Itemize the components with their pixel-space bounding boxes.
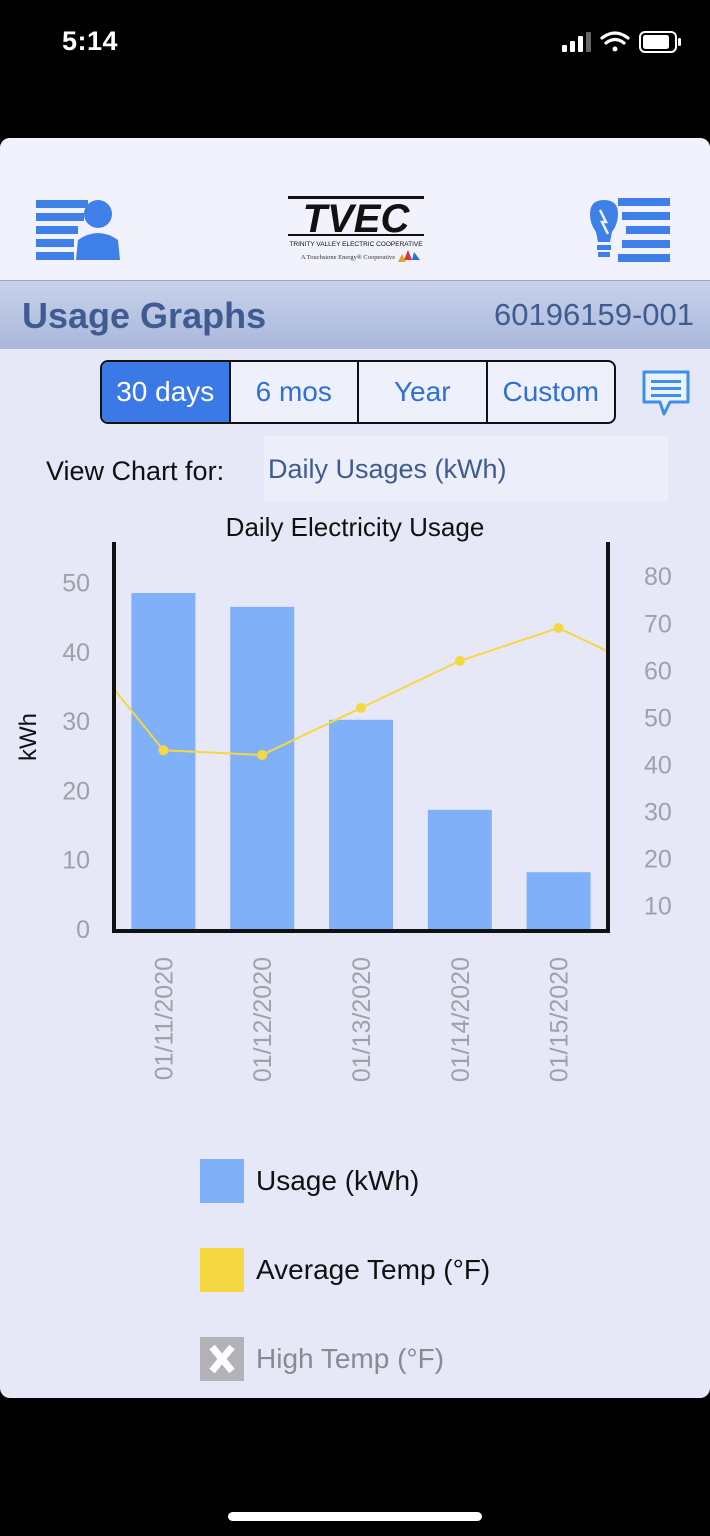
y2-tick-label: 50 bbox=[644, 704, 672, 732]
legend-swatch-average-temp bbox=[200, 1248, 244, 1292]
logo-tagline: A Touchstone Energy® Cooperative bbox=[301, 254, 395, 261]
account-list-icon bbox=[36, 200, 120, 260]
y-tick-label: 20 bbox=[62, 777, 90, 805]
account-number: 60196159-001 bbox=[494, 297, 694, 332]
y2-tick-label: 60 bbox=[644, 657, 672, 685]
tvec-logo: TVEC TRINITY VALLEY ELECTRIC COOPERATIVE… bbox=[282, 190, 430, 270]
service-menu-button[interactable] bbox=[588, 196, 672, 262]
page-title: Usage Graphs bbox=[22, 295, 267, 336]
disabled-x-icon bbox=[200, 1337, 244, 1381]
chart-axes bbox=[112, 542, 610, 933]
y2-tick-label: 70 bbox=[644, 610, 672, 638]
x-tick-label: 01/15/2020 bbox=[546, 957, 574, 1082]
legend-label-high-temp: High Temp (°F) bbox=[256, 1343, 445, 1374]
y-tick-label: 0 bbox=[76, 916, 90, 944]
wifi-icon bbox=[600, 31, 630, 52]
x-tick-label: 01/13/2020 bbox=[348, 957, 376, 1082]
usage-bar bbox=[329, 719, 393, 929]
chart-title: Daily Electricity Usage bbox=[226, 512, 485, 542]
legend-usage[interactable]: Usage (kWh) bbox=[200, 1158, 419, 1204]
tab-6-mos[interactable]: 6 mos bbox=[228, 362, 358, 422]
x-tick-label: 01/14/2020 bbox=[447, 957, 475, 1082]
app-screen: TVEC TRINITY VALLEY ELECTRIC COOPERATIVE… bbox=[0, 138, 710, 1398]
home-indicator bbox=[228, 1512, 482, 1521]
y-tick-label: 40 bbox=[62, 639, 90, 667]
average-temp-point bbox=[454, 655, 465, 666]
y-axis-label: kWh bbox=[15, 713, 42, 761]
battery-icon bbox=[639, 31, 681, 53]
cellular-signal-icon bbox=[562, 32, 591, 52]
usage-bar bbox=[230, 606, 295, 929]
y-tick-label: 30 bbox=[62, 708, 90, 736]
legend-average-temp[interactable]: Average Temp (°F) bbox=[200, 1247, 490, 1293]
tab-custom[interactable]: Custom bbox=[485, 362, 615, 422]
usage-bar bbox=[427, 809, 492, 929]
legend-swatch-high-temp bbox=[200, 1337, 244, 1381]
legend-label-average-temp: Average Temp (°F) bbox=[256, 1254, 491, 1285]
chat-bubble-icon bbox=[642, 370, 690, 416]
y2-tick-label: 20 bbox=[644, 845, 672, 873]
usage-bar bbox=[131, 593, 196, 929]
average-temp-point bbox=[356, 702, 366, 713]
legend-high-temp[interactable]: High Temp (°F) bbox=[200, 1336, 444, 1382]
view-chart-label: View Chart for: bbox=[46, 456, 225, 486]
y2-tick-label: 40 bbox=[644, 751, 672, 779]
logo-subtitle: TRINITY VALLEY ELECTRIC COOPERATIVE bbox=[289, 241, 423, 248]
chat-button[interactable] bbox=[640, 368, 692, 420]
usage-bar bbox=[526, 872, 591, 929]
x-tick-label: 01/11/2020 bbox=[150, 957, 178, 1080]
status-time: 5:14 bbox=[62, 26, 119, 56]
y-tick-label: 50 bbox=[62, 570, 90, 598]
legend-swatch-usage bbox=[200, 1159, 244, 1203]
tab-year[interactable]: Year bbox=[357, 362, 486, 422]
average-temp-point bbox=[553, 622, 564, 633]
bulb-list-icon bbox=[590, 198, 670, 262]
status-bar: 5:14 bbox=[0, 0, 710, 90]
chart-type-select[interactable]: Daily Usages (kWh) bbox=[264, 436, 668, 502]
average-temp-point bbox=[158, 745, 169, 756]
y2-tick-label: 10 bbox=[644, 892, 672, 920]
legend-label-usage: Usage (kWh) bbox=[256, 1165, 420, 1196]
chart-type-value: Daily Usages (kWh) bbox=[268, 453, 507, 484]
title-bar: Usage Graphs 60196159-001 bbox=[0, 280, 710, 349]
logo-text: TVEC bbox=[303, 197, 411, 241]
period-selector: 30 days 6 mos Year Custom bbox=[100, 360, 616, 424]
touchstone-energy-icon bbox=[398, 250, 420, 262]
app-header: TVEC TRINITY VALLEY ELECTRIC COOPERATIVE… bbox=[0, 138, 710, 280]
account-menu-button[interactable] bbox=[36, 198, 122, 262]
tab-30-days[interactable]: 30 days bbox=[102, 362, 229, 422]
status-icons bbox=[562, 30, 682, 59]
y2-tick-label: 80 bbox=[644, 563, 672, 591]
y-tick-label: 10 bbox=[62, 847, 90, 875]
average-temp-point bbox=[257, 749, 268, 760]
x-tick-label: 01/12/2020 bbox=[249, 957, 277, 1082]
y2-tick-label: 30 bbox=[644, 798, 672, 826]
usage-chart: Daily Electricity Usage kWh 0 10 20 30 40 50 1… bbox=[15, 512, 672, 1082]
